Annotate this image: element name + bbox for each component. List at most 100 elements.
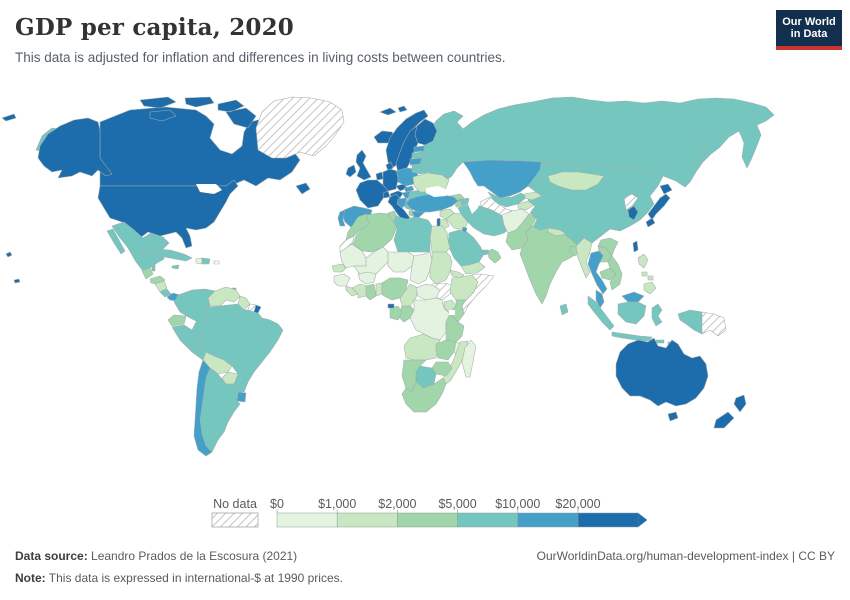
country-vietnam[interactable] [597,237,623,291]
country-japan-hokkaido[interactable] [659,183,673,195]
country-java[interactable] [611,331,653,342]
country-equatorial-guinea[interactable] [387,303,395,309]
country-angola[interactable] [403,333,441,361]
country-hawaii[interactable] [5,251,21,284]
country-india[interactable] [519,225,579,305]
country-sulawesi[interactable] [651,303,663,327]
country-ecuador[interactable] [167,314,187,327]
country-bangladesh[interactable] [569,245,579,257]
country-new-zealand-south[interactable] [713,411,735,429]
country-mongolia[interactable] [547,171,605,191]
country-svalbard[interactable] [379,105,408,116]
country-greenland[interactable] [255,96,345,159]
country-gabon[interactable] [389,305,403,321]
country-kyrgyzstan[interactable] [523,191,543,201]
country-nicaragua[interactable] [154,280,168,293]
country-cuba[interactable] [139,248,193,262]
country-ghana[interactable] [365,283,377,301]
country-drc[interactable] [409,297,451,341]
country-luzon[interactable] [637,253,649,269]
country-cameroon[interactable] [399,283,419,307]
country-kazakhstan[interactable] [462,159,542,199]
country-myanmar[interactable] [575,237,593,279]
country-north-korea[interactable] [623,193,639,211]
country-slovakia[interactable] [403,185,415,193]
country-albania[interactable] [408,209,414,217]
legend-band-$2,000-$5,000[interactable] [397,512,458,528]
country-haiti[interactable] [195,257,203,265]
country-ireland[interactable] [345,164,357,178]
country-namibia[interactable] [401,359,427,393]
country-finland[interactable] [414,118,438,146]
country-canada[interactable] [139,96,311,195]
country-alaska[interactable] [37,117,113,179]
country-uganda[interactable] [443,299,457,313]
legend-band-$10,000-$20,000[interactable] [517,512,579,528]
country-taiwan[interactable] [632,240,639,253]
country-benelux[interactable] [375,171,384,181]
country-australia[interactable] [615,337,709,407]
country-madagascar[interactable] [461,339,477,378]
country-zambia[interactable] [435,339,457,361]
country-malaysia-peninsula[interactable] [595,289,605,309]
world-choropleth-map[interactable]: No data $0 $1,000 $2,000 $5,000 $10,000 $20,00… [0,92,850,540]
country-togo-benin[interactable] [375,282,383,297]
country-belarus[interactable] [411,161,433,175]
country-peru[interactable] [171,324,207,361]
country-somalia[interactable] [461,273,495,315]
country-portugal[interactable] [337,209,346,227]
country-nepal[interactable] [547,227,567,237]
country-sri-lanka[interactable] [559,303,569,316]
country-kalimantan[interactable] [617,301,647,325]
country-french-guiana[interactable] [253,304,262,314]
country-guinea[interactable] [333,273,351,287]
country-colombia[interactable] [173,288,216,323]
country-chile[interactable] [193,359,213,457]
country-cambodia[interactable] [599,267,617,281]
country-south-africa[interactable] [401,377,447,413]
country-west-papua[interactable] [677,309,703,335]
country-latvia[interactable] [411,151,425,159]
country-venezuela[interactable] [207,286,241,307]
country-croatia-slovenia[interactable] [396,197,409,209]
country-south-korea[interactable] [627,205,639,221]
country-malaysia-borneo[interactable] [621,291,645,303]
country-burkina-faso[interactable] [357,271,377,285]
country-visayas[interactable] [641,271,654,281]
country-libya[interactable] [393,215,433,253]
country-saudi-arabia[interactable] [447,229,485,267]
country-tajikistan[interactable] [517,200,535,211]
country-sakhalin[interactable] [697,139,707,163]
country-sumatra[interactable] [587,295,615,331]
country-senegal[interactable] [331,263,347,273]
country-japan-kyushu[interactable] [645,217,656,228]
country-guyana[interactable] [237,295,251,311]
country-belize[interactable] [151,264,156,272]
country-costa-rica[interactable] [159,288,172,298]
legend-no-data-swatch[interactable] [211,512,259,528]
legend-band-$20,000+[interactable] [577,512,639,528]
country-united-kingdom[interactable] [355,149,372,181]
country-yemen[interactable] [460,261,486,275]
country-central-african-republic[interactable] [415,283,441,301]
country-dominican-republic[interactable] [201,257,211,265]
country-puerto-rico[interactable] [213,260,220,265]
country-egypt[interactable] [429,225,451,253]
country-kuwait[interactable] [461,226,468,233]
country-jamaica[interactable] [171,264,180,270]
country-chad[interactable] [409,251,433,285]
country-kenya[interactable] [449,299,467,323]
country-papua-new-guinea[interactable] [701,311,727,337]
country-tasmania[interactable] [667,411,679,422]
legend-band-$0-$1,000[interactable] [276,512,338,528]
country-eritrea[interactable] [449,269,465,279]
country-uruguay[interactable] [236,391,247,403]
country-russia[interactable] [419,96,775,188]
country-st-lawrence-island[interactable] [1,113,17,122]
country-guatemala[interactable] [141,267,154,280]
country-denmark[interactable] [385,161,394,172]
country-oman[interactable] [487,248,502,264]
country-estonia[interactable] [413,145,425,153]
country-lithuania[interactable] [409,157,423,166]
country-niger[interactable] [387,251,415,273]
